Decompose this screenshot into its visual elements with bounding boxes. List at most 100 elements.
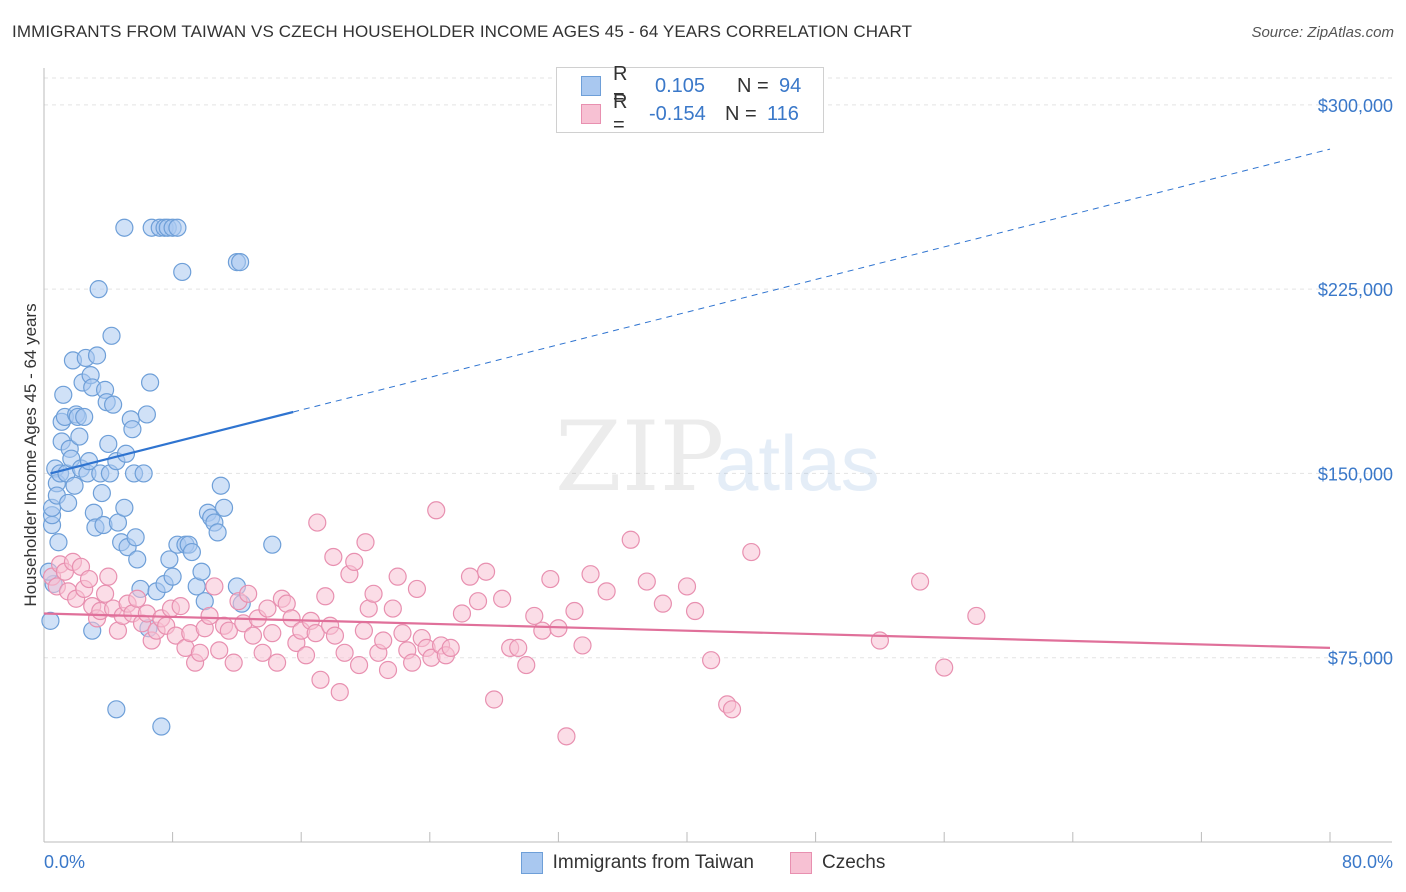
y-tick-label: $300,000 xyxy=(1318,96,1393,116)
czech-point xyxy=(677,577,697,596)
legend-item-czech[interactable]: Czechs xyxy=(789,852,886,874)
taiwan-point xyxy=(59,493,78,513)
czech-point xyxy=(190,643,210,662)
czech-point xyxy=(460,567,480,586)
czech-point xyxy=(374,631,393,650)
taiwan-point xyxy=(115,218,134,237)
czech-point xyxy=(253,643,272,662)
czech-point xyxy=(910,572,930,591)
czech-point xyxy=(243,626,263,645)
taiwan-point xyxy=(49,533,68,552)
czech-point xyxy=(702,651,721,670)
taiwan-point xyxy=(173,262,192,282)
czech-point xyxy=(325,626,345,645)
czech-point xyxy=(205,577,224,596)
gridlines xyxy=(44,77,1392,659)
czech-point xyxy=(345,552,364,571)
czech-point xyxy=(509,638,528,657)
czech-point xyxy=(565,601,584,621)
czech-point xyxy=(637,572,656,591)
taiwan-point xyxy=(152,717,171,736)
stats-r-label: R = xyxy=(613,91,628,136)
stats-n-label: N = xyxy=(737,74,769,97)
stats-r-value: -0.154 xyxy=(649,102,706,125)
axes xyxy=(43,68,1392,843)
stats-swatch-czech xyxy=(581,104,601,124)
czech-point xyxy=(557,727,576,746)
czech-point xyxy=(263,624,282,643)
czech-point xyxy=(597,582,616,601)
taiwan-point xyxy=(160,550,179,569)
czech-point xyxy=(311,670,330,689)
stats-r-label: R = xyxy=(613,63,628,108)
czech-point xyxy=(685,601,705,621)
czech-point xyxy=(378,660,398,680)
taiwan-point xyxy=(99,434,118,454)
czech-point xyxy=(493,589,512,608)
x-tick-label-max: 80.0% xyxy=(1341,852,1393,872)
stats-box: R = 0.105 N = 94 R = -0.154 N = 116 xyxy=(556,63,824,136)
taiwan-point xyxy=(182,542,201,562)
czech-point xyxy=(356,533,375,552)
legend-swatch-taiwan xyxy=(520,852,543,874)
taiwan-point xyxy=(54,385,73,404)
czech-point xyxy=(99,567,118,586)
taiwan-point xyxy=(107,700,126,719)
y-tick-label: $225,000 xyxy=(1318,280,1393,300)
legend-swatch-czech xyxy=(789,852,812,874)
legend-label-czech: Czechs xyxy=(821,852,886,873)
czech-point xyxy=(517,655,536,675)
czech-point xyxy=(316,587,335,606)
czech-point xyxy=(452,604,472,623)
trend-lines xyxy=(43,148,1331,649)
taiwan-point xyxy=(163,567,182,586)
czech-point xyxy=(653,594,672,613)
czech-point xyxy=(621,530,640,549)
czech-point xyxy=(441,638,460,657)
stats-r-value: 0.105 xyxy=(655,74,706,97)
czech-trend-line xyxy=(43,612,1331,649)
taiwan-point xyxy=(104,395,123,414)
taiwan-point xyxy=(92,483,111,503)
stats-row-czech: R = -0.154 N = 116 xyxy=(581,91,799,136)
czech-point xyxy=(79,569,99,589)
czech-point xyxy=(393,624,412,643)
czech-point xyxy=(224,653,243,672)
stats-n-value: 94 xyxy=(779,74,802,97)
stats-n-label: N = xyxy=(725,102,757,125)
taiwan-point xyxy=(214,498,234,517)
czech-point xyxy=(200,606,219,626)
taiwan-point xyxy=(65,476,84,495)
taiwan-point xyxy=(211,476,230,495)
taiwan-point xyxy=(89,280,108,299)
czech-point xyxy=(573,636,592,655)
taiwan-point xyxy=(126,528,145,547)
czech-point xyxy=(330,683,349,702)
taiwan-point xyxy=(102,326,121,345)
czech-point xyxy=(485,690,504,709)
czech-point xyxy=(870,631,890,650)
czech-point xyxy=(308,513,327,532)
czech-point xyxy=(219,621,238,640)
taiwan-trend-solid xyxy=(50,410,294,475)
czech-point xyxy=(525,606,544,626)
czech-point xyxy=(354,621,373,640)
czech-point xyxy=(722,700,742,719)
watermark: ZIP atlas xyxy=(555,401,880,513)
taiwan-trend-dashed xyxy=(293,148,1331,413)
taiwan-point xyxy=(231,253,250,272)
czech-point xyxy=(282,609,301,628)
y-tick-labels: $75,000 $150,000 $225,000 $300,000 xyxy=(1318,96,1393,669)
czech-point xyxy=(533,621,552,640)
czech-point xyxy=(541,569,560,589)
legend-item-taiwan[interactable]: Immigrants from Taiwan xyxy=(520,852,754,874)
taiwan-point xyxy=(87,346,107,365)
czech-point xyxy=(383,599,402,618)
czech-point xyxy=(210,641,229,660)
stats-row-taiwan: R = 0.105 N = 94 xyxy=(581,63,802,108)
czech-point xyxy=(476,562,496,581)
czech-point xyxy=(581,565,600,584)
czech-point xyxy=(407,579,427,599)
source-note: Source: ZipAtlas.com xyxy=(1251,24,1394,41)
